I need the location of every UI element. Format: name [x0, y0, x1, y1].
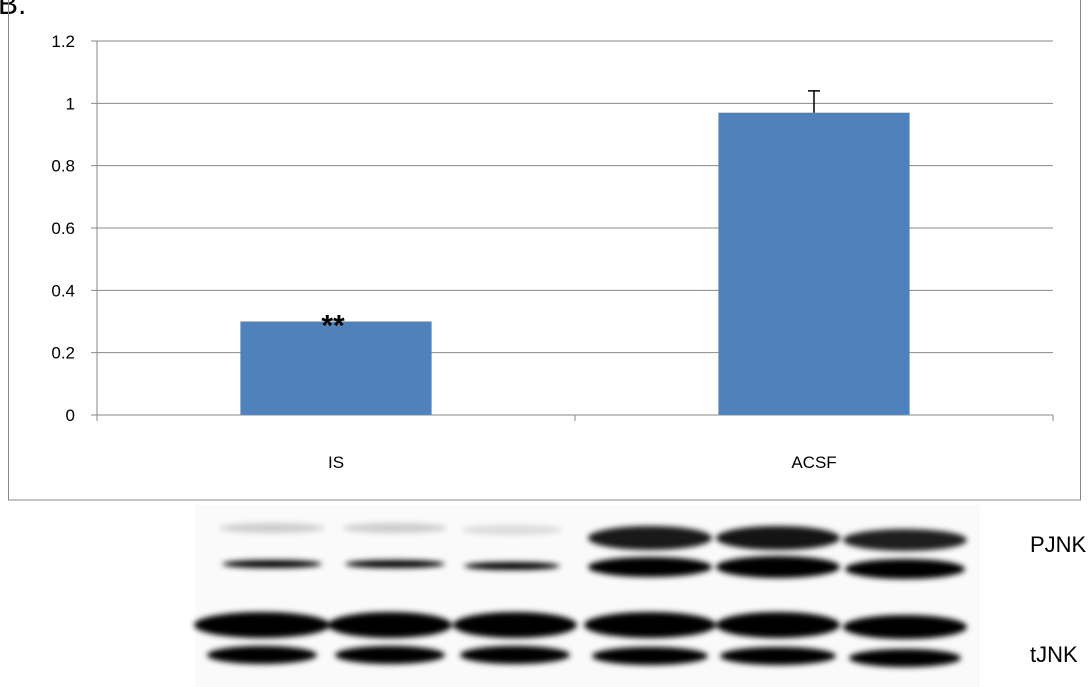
blot-label: tJNK	[1030, 642, 1078, 667]
y-tick-label: 0.4	[51, 281, 75, 300]
x-tick-label: ACSF	[791, 453, 836, 472]
blot-label: PJNK	[1030, 532, 1087, 557]
y-tick-label: 0.6	[51, 219, 75, 238]
y-tick-label: 1	[66, 94, 75, 113]
western-blot	[194, 505, 980, 687]
annotation: **	[321, 310, 345, 343]
panel-label: B.	[0, 0, 26, 21]
x-tick-label: IS	[328, 453, 344, 472]
chart-frame	[9, 0, 1081, 500]
y-tick-label: 0.8	[51, 157, 75, 176]
figure: B. PJN	[0, 0, 1091, 687]
page: B. PJN	[0, 0, 1091, 687]
bar	[718, 113, 909, 415]
y-tick-label: 1.2	[51, 32, 75, 51]
y-tick-label: 0	[66, 406, 75, 425]
y-tick-label: 0.2	[51, 344, 75, 363]
